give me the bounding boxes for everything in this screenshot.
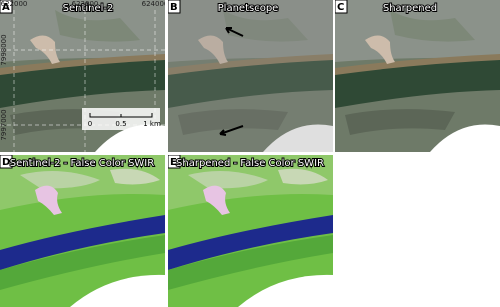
panel-letter: B	[170, 2, 178, 13]
panel-letter: D	[2, 157, 10, 168]
panel-title: Sentinel-2	[63, 3, 114, 14]
panel-title: Sharpened	[383, 3, 437, 14]
panel-image	[168, 155, 333, 307]
panel-title: Planetscope	[218, 3, 279, 14]
panel-title: Sharpened - False Color SWIR	[176, 158, 324, 169]
letter-box	[168, 0, 181, 14]
northing-label: 7997000	[0, 109, 8, 140]
arrow	[225, 27, 244, 37]
northing-label: 7998000	[0, 34, 8, 65]
scale-label: 0	[88, 120, 92, 128]
panel-image	[335, 0, 500, 152]
scale-label: 0.5	[115, 120, 126, 128]
easting-label: 623000	[72, 0, 99, 8]
panel: A Sentinel-2 622000 623000 624000 7998000 7997…	[0, 0, 169, 152]
scale-label: 1 km	[143, 120, 161, 128]
panel-title: Sentinel-2 - False Color SWIR	[10, 158, 154, 169]
easting-label: 624000	[142, 0, 169, 8]
arrow	[219, 125, 244, 136]
scale-bg	[82, 108, 160, 130]
letter-box	[335, 0, 348, 14]
letter-box	[0, 155, 13, 169]
panel: B Planetscope	[168, 0, 333, 152]
panel: D Sentinel-2 - False Color SWIR	[0, 155, 165, 307]
easting-label: 622000	[1, 0, 28, 8]
panel: E Sharpened - False Color SWIR	[168, 155, 333, 307]
panel-letter: E	[170, 157, 177, 168]
letter-box	[0, 0, 13, 14]
panel-image	[0, 155, 165, 307]
panel-letter: A	[2, 2, 10, 13]
panel: C Sharpened	[335, 0, 500, 152]
letter-box	[168, 155, 181, 169]
panel-shade	[168, 0, 333, 152]
scale-bar	[89, 113, 153, 118]
panel-letter: C	[337, 2, 344, 13]
